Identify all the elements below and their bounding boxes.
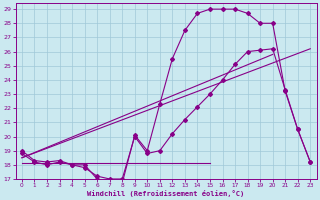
X-axis label: Windchill (Refroidissement éolien,°C): Windchill (Refroidissement éolien,°C) (87, 190, 245, 197)
